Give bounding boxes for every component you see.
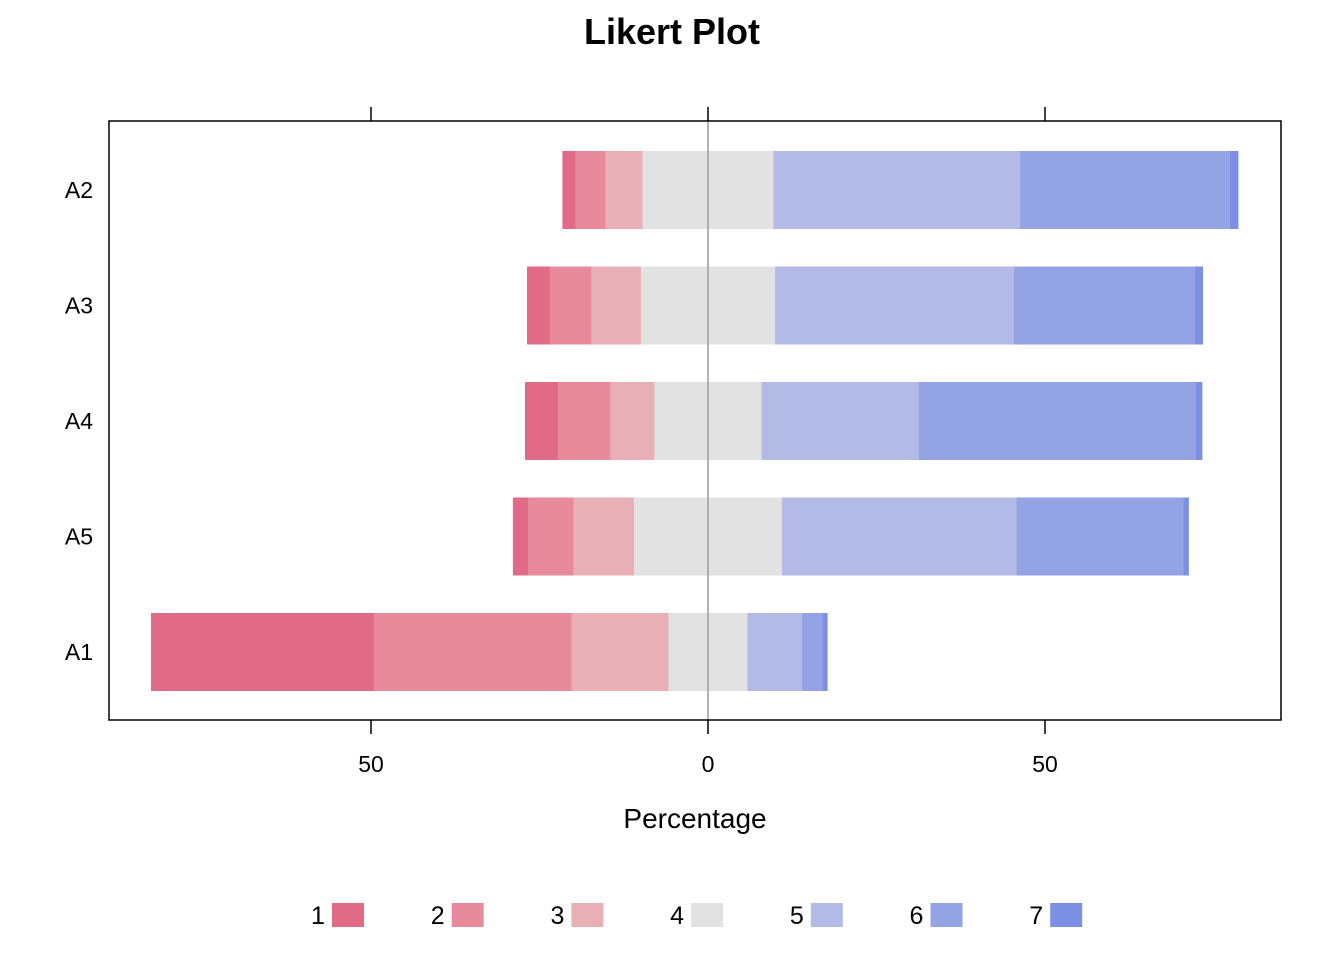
bar-a2-level-6 <box>1020 151 1230 229</box>
bar-a4-level-5 <box>761 382 919 460</box>
plot-frame <box>108 120 1282 721</box>
legend-swatch-1 <box>332 903 364 927</box>
bar-a2-level-5 <box>773 151 1021 229</box>
bars-group <box>150 151 1239 691</box>
y-tick-label: A4 <box>65 408 93 434</box>
y-tick-label: A1 <box>65 639 93 665</box>
bar-a3-level-2 <box>549 266 592 345</box>
x-tick-label: 50 <box>358 751 384 777</box>
bar-a3-level-6 <box>1013 266 1195 345</box>
legend-label-1: 1 <box>311 902 325 930</box>
legend-label-3: 3 <box>550 902 564 930</box>
bar-a5-level-1 <box>512 497 529 576</box>
bar-a1-level-6 <box>802 613 823 691</box>
bar-a3-level-7 <box>1194 266 1204 345</box>
bar-a5-level-7 <box>1183 497 1189 576</box>
bar-a4-level-6 <box>918 382 1196 460</box>
y-tick-label: A3 <box>65 293 93 319</box>
legend-swatch-5 <box>810 903 843 927</box>
y-axis-labels: A2 A3 A4 A5 A1 <box>65 177 93 665</box>
x-tick-label: 50 <box>1032 751 1058 777</box>
bar-a1-level-3 <box>571 613 669 691</box>
legend-label-2: 2 <box>431 902 445 930</box>
x-axis-title: Percentage <box>623 803 766 834</box>
bar-a5-level-6 <box>1016 497 1184 576</box>
legend-label-5: 5 <box>790 902 804 930</box>
bar-a2-level-2 <box>575 151 606 229</box>
bar-a3-level-5 <box>775 266 1014 345</box>
bar-a3-level-1 <box>527 266 550 345</box>
bar-a2-level-7 <box>1229 151 1239 229</box>
bar-a4-level-3 <box>610 382 655 460</box>
legend-swatch-4 <box>691 903 724 927</box>
bar-a2-level-1 <box>562 151 576 229</box>
bar-a1-level-7 <box>822 613 828 691</box>
bar-a2-level-3 <box>605 151 643 229</box>
bar-a5-level-2 <box>528 497 574 576</box>
y-tick-label: A5 <box>65 524 93 550</box>
bar-a1-level-5 <box>747 613 803 691</box>
legend-swatch-7 <box>1050 903 1083 927</box>
bar-a5-level-5 <box>781 497 1017 576</box>
bar-a4-level-1 <box>525 382 559 460</box>
legend-swatch-3 <box>571 903 604 927</box>
legend-swatch-6 <box>930 903 963 927</box>
legend-swatch-2 <box>451 903 484 927</box>
x-axis-ticks: 50 0 50 <box>358 107 1058 777</box>
bar-a1-level-1 <box>150 613 375 691</box>
legend-label-4: 4 <box>670 902 684 930</box>
legend-label-7: 7 <box>1029 902 1043 930</box>
chart-title: Likert Plot <box>584 11 760 52</box>
y-tick-label: A2 <box>65 177 93 203</box>
bar-a4-level-7 <box>1195 382 1203 460</box>
bar-a5-level-3 <box>573 497 635 576</box>
legend-label-6: 6 <box>910 902 924 930</box>
bar-a3-level-3 <box>591 266 641 345</box>
legend: 1 2 3 4 5 6 7 <box>311 902 1083 930</box>
bar-a1-level-2 <box>374 613 572 691</box>
x-tick-label: 0 <box>702 751 715 777</box>
bar-a4-level-2 <box>558 382 611 460</box>
